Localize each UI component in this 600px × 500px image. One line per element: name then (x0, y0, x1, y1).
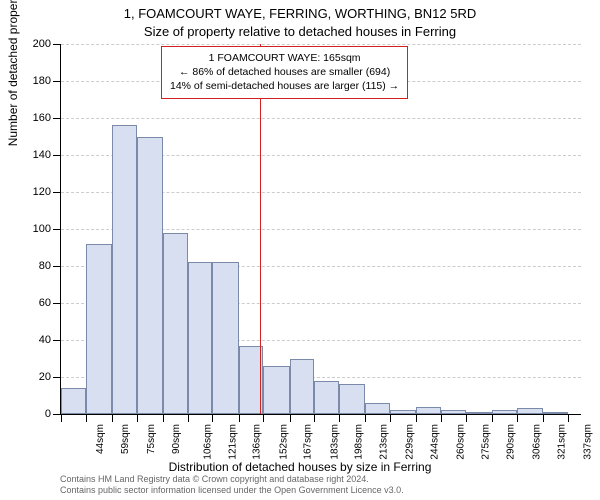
y-tick-label: 100 (21, 223, 51, 235)
histogram-bar (517, 408, 543, 414)
y-tick-label: 0 (21, 408, 51, 420)
x-tick (239, 414, 240, 422)
footer-line1: Contains HM Land Registry data © Crown c… (60, 474, 404, 485)
histogram-bar (416, 407, 441, 414)
histogram-bar (188, 262, 213, 414)
x-tick-label: 167sqm (303, 424, 314, 460)
histogram-bar (86, 244, 112, 414)
annotation-box: 1 FOAMCOURT WAYE: 165sqm← 86% of detache… (161, 46, 408, 99)
y-tick (53, 44, 61, 45)
x-tick (112, 414, 113, 422)
histogram-bar (314, 381, 339, 414)
y-tick-label: 60 (21, 297, 51, 309)
x-tick (86, 414, 87, 422)
histogram-bar (61, 388, 86, 414)
y-tick (53, 81, 61, 82)
x-tick-label: 75sqm (146, 424, 157, 454)
x-tick-label: 90sqm (171, 424, 182, 454)
x-tick (543, 414, 544, 422)
chart-title-sub: Size of property relative to detached ho… (0, 24, 600, 39)
x-tick-label: 152sqm (278, 424, 289, 460)
x-tick (365, 414, 366, 422)
annotation-line: 1 FOAMCOURT WAYE: 165sqm (170, 51, 399, 65)
y-tick-label: 20 (21, 371, 51, 383)
histogram-bar (543, 412, 568, 414)
x-tick-label: 44sqm (95, 424, 106, 454)
x-tick-label: 244sqm (430, 424, 441, 460)
histogram-bar (492, 410, 517, 414)
histogram-bar (290, 359, 315, 415)
y-tick (53, 118, 61, 119)
x-tick-label: 306sqm (532, 424, 543, 460)
y-tick (53, 414, 61, 415)
y-tick-label: 40 (21, 334, 51, 346)
x-tick (61, 414, 62, 422)
y-axis-title: Number of detached properties (6, 0, 20, 146)
annotation-line: ← 86% of detached houses are smaller (69… (170, 65, 399, 79)
y-tick-label: 120 (21, 186, 51, 198)
reference-line (260, 44, 261, 414)
y-tick (53, 303, 61, 304)
x-tick (339, 414, 340, 422)
x-tick-label: 183sqm (329, 424, 340, 460)
y-tick-label: 160 (21, 112, 51, 124)
x-tick (163, 414, 164, 422)
y-tick (53, 229, 61, 230)
y-tick (53, 377, 61, 378)
grid-line (61, 44, 581, 45)
x-tick (212, 414, 213, 422)
x-tick (568, 414, 569, 422)
footer-line2: Contains public sector information licen… (60, 485, 404, 496)
footer-attribution: Contains HM Land Registry data © Crown c… (60, 474, 404, 496)
x-tick (416, 414, 417, 422)
y-tick-label: 80 (21, 260, 51, 272)
histogram-bar (365, 403, 390, 414)
x-tick-label: 106sqm (203, 424, 214, 460)
histogram-bar (137, 137, 163, 415)
x-tick (517, 414, 518, 422)
x-tick-label: 275sqm (481, 424, 492, 460)
histogram-bar (441, 410, 466, 414)
x-tick (314, 414, 315, 422)
y-tick (53, 155, 61, 156)
plot-area: 02040608010012014016018020044sqm59sqm75s… (60, 44, 581, 415)
x-tick (390, 414, 391, 422)
histogram-bar (163, 233, 188, 414)
histogram-bar (466, 412, 492, 414)
x-tick-label: 290sqm (505, 424, 516, 460)
x-tick-label: 213sqm (379, 424, 390, 460)
x-tick-label: 59sqm (120, 424, 131, 454)
x-tick (492, 414, 493, 422)
x-tick-label: 260sqm (456, 424, 467, 460)
x-tick-label: 136sqm (252, 424, 263, 460)
x-tick (290, 414, 291, 422)
histogram-bar (112, 125, 137, 414)
x-tick (466, 414, 467, 422)
x-tick (441, 414, 442, 422)
x-tick (188, 414, 189, 422)
y-tick (53, 192, 61, 193)
x-axis-title: Distribution of detached houses by size … (0, 460, 600, 474)
chart-container: 1, FOAMCOURT WAYE, FERRING, WORTHING, BN… (0, 0, 600, 500)
x-tick-label: 198sqm (354, 424, 365, 460)
y-tick-label: 200 (21, 38, 51, 50)
x-tick (263, 414, 264, 422)
histogram-bar (263, 366, 289, 414)
histogram-bar (212, 262, 238, 414)
histogram-bar (390, 410, 416, 414)
y-tick (53, 266, 61, 267)
annotation-line: 14% of semi-detached houses are larger (… (170, 79, 399, 93)
grid-line (61, 118, 581, 119)
x-tick-label: 121sqm (227, 424, 238, 460)
histogram-bar (339, 384, 365, 414)
x-tick-label: 321sqm (556, 424, 567, 460)
y-tick-label: 180 (21, 75, 51, 87)
y-tick (53, 340, 61, 341)
x-tick (137, 414, 138, 422)
x-tick-label: 229sqm (405, 424, 416, 460)
x-tick-label: 337sqm (583, 424, 594, 460)
chart-title-main: 1, FOAMCOURT WAYE, FERRING, WORTHING, BN… (0, 6, 600, 21)
y-tick-label: 140 (21, 149, 51, 161)
